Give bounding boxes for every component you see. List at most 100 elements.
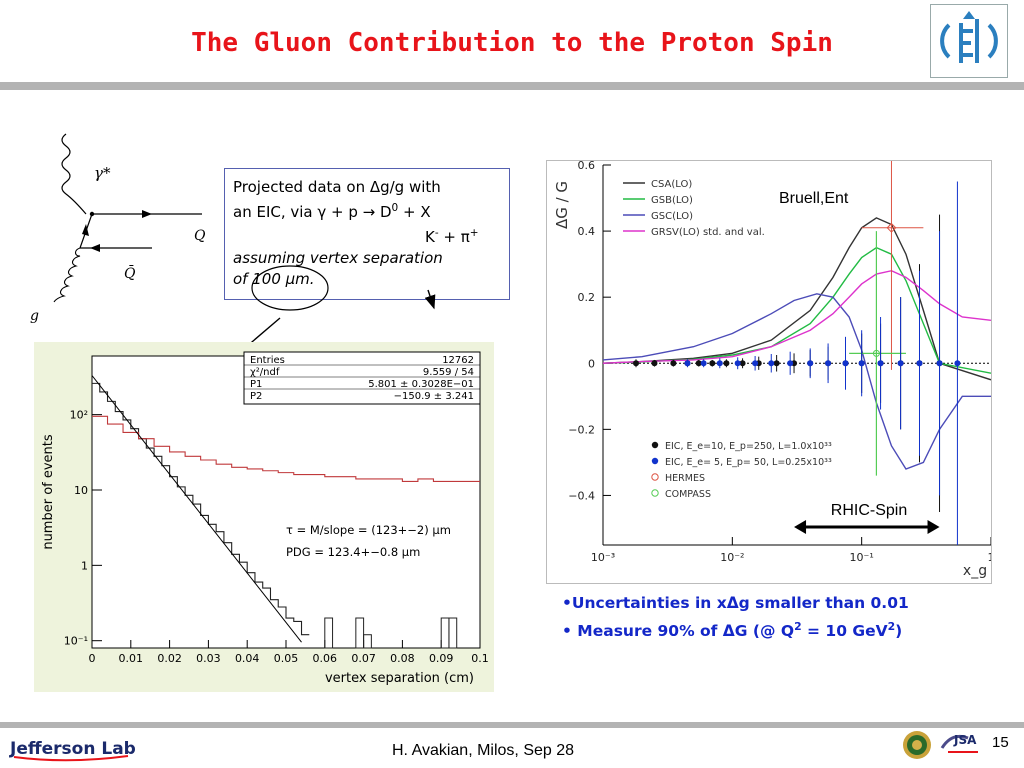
legend-label: GSC(LO) <box>651 211 693 222</box>
x-tick-label: 1 <box>988 551 993 564</box>
legend-label: GSB(LO) <box>651 195 693 206</box>
legend-label: GRSV(LO) std. and val. <box>651 227 765 238</box>
plot-frame <box>91 355 481 649</box>
x-tick-label: 10⁻¹ <box>850 551 874 564</box>
eic-5x50-point <box>877 360 884 367</box>
histogram-tail-bin <box>448 617 458 649</box>
eic-10x250-point <box>633 360 640 367</box>
eic-5x50-point <box>684 360 691 367</box>
y-tick-label: 0 <box>588 357 595 370</box>
stats-value: 12762 <box>442 355 474 366</box>
propagator-arrow <box>82 224 89 236</box>
eic-5x50-point <box>734 360 741 367</box>
curve-grsv-lo-std-and-val- <box>602 270 991 364</box>
svg-text:Jefferson Lab: Jefferson Lab <box>9 739 136 759</box>
histogram-tail-bin <box>324 617 334 649</box>
curve-gsc-lo- <box>602 293 991 470</box>
g-label: g <box>30 308 39 324</box>
deltag-over-g-plot: 0.6 0.4 0.2 0 −0.2 −0.4 10⁻³ 10⁻² 10⁻¹ 1 ΔG / G x_g… <box>546 160 992 584</box>
qbar-label: Q̄ <box>124 264 136 282</box>
rhic-arrow-right-head <box>927 520 940 534</box>
svg-text:JSA: JSA <box>953 733 977 747</box>
callout-line-2: an EIC, via γ + p → D0 + X <box>233 202 431 221</box>
x-tick-label: 0.03 <box>196 652 221 665</box>
x-tick-label: 10⁻³ <box>591 551 615 564</box>
y-axis-label: number of events <box>41 434 56 550</box>
x-tick-label: 0.07 <box>351 652 376 665</box>
title-rule <box>0 82 1024 90</box>
legend-label: EIC, E_e= 5, E_p= 50, L=0.25x10³³ <box>665 457 832 468</box>
footer-rule <box>0 722 1024 728</box>
eic-5x50-point <box>916 360 923 367</box>
rhic-arrow-left-head <box>794 520 807 534</box>
eic-5x50-point <box>787 360 794 367</box>
pdg-annotation: PDG = 123.4+−0.8 μm <box>286 545 420 559</box>
x-tick-label: 0.05 <box>274 652 299 665</box>
stats-label: P1 <box>250 379 262 390</box>
legend-marker <box>651 489 659 497</box>
eic-5x50-point <box>825 360 832 367</box>
x-tick-label: 0.08 <box>390 652 415 665</box>
eic-5x50-point <box>897 360 904 367</box>
histogram-series-2 <box>92 415 480 482</box>
histogram-tail-bin <box>363 634 372 649</box>
x-axis-label: vertex separation (cm) <box>325 671 474 686</box>
eic-5x50-point <box>858 360 865 367</box>
y-tick-label: −0.2 <box>568 423 595 436</box>
quark-arrow <box>142 210 152 218</box>
bullet-2: • Measure 90% of ΔG (@ Q2 = 10 GeV2) <box>562 620 903 641</box>
x-tick-label: 0.04 <box>235 652 260 665</box>
eic-logo-icon <box>930 4 1008 78</box>
page-number: 15 <box>992 734 1009 751</box>
jsa-logo-icon: JSA <box>940 733 978 753</box>
eic-10x250-point <box>723 360 730 367</box>
fit-line <box>91 375 302 643</box>
eic-10x250-point <box>670 360 677 367</box>
curve-csa-lo- <box>602 217 991 381</box>
curve-gsb-lo- <box>602 246 991 374</box>
stats-box <box>243 351 481 405</box>
eic-5x50-point <box>752 360 759 367</box>
eic-5x50-point <box>700 360 707 367</box>
eic-5x50-point <box>807 360 814 367</box>
y-tick-label: 0.6 <box>578 160 596 172</box>
x-axis-label: x_g <box>963 563 987 579</box>
tau-annotation: τ = M/slope = (123+−2) μm <box>286 523 451 537</box>
callout-line-3: K- + π+ <box>425 227 479 246</box>
eic-5x50-point <box>768 360 775 367</box>
stats-label: Entries <box>250 355 285 366</box>
bruell-ent-label: Bruell,Ent <box>779 190 849 207</box>
x-tick-label: 0.1 <box>471 652 489 665</box>
legend-marker <box>651 441 659 449</box>
legend-marker <box>651 473 659 481</box>
gluon-curly-line <box>53 247 81 303</box>
eic-5x50-point <box>936 360 943 367</box>
stats-label: χ²/ndf <box>250 367 280 378</box>
stats-value: 9.559 / 54 <box>423 367 474 378</box>
q-label: Q <box>194 228 206 244</box>
jefferson-lab-logo-icon: Jefferson Lab <box>9 739 136 762</box>
x-tick-label: 0 <box>89 652 96 665</box>
compass-point <box>872 349 880 357</box>
y-tick-label: −0.4 <box>568 489 595 502</box>
x-tick-label: 0.06 <box>313 652 338 665</box>
y-tick-label: 10 <box>74 484 88 497</box>
eic-10x250-point <box>709 360 716 367</box>
x-tick-label: 10⁻² <box>720 551 744 564</box>
eic-10x250-point <box>695 360 702 367</box>
stats-label: P2 <box>250 391 262 402</box>
y-tick-label: 0.4 <box>578 225 596 238</box>
x-tick-label: 0.02 <box>157 652 182 665</box>
hermes-point <box>886 222 897 233</box>
stats-value: −150.9 ± 3.241 <box>394 391 474 402</box>
histogram-series-1 <box>92 382 310 636</box>
eic-10x250-point <box>773 360 780 367</box>
antiquark-arrow <box>90 244 100 252</box>
callout-line-5: of 100 μm. <box>233 270 315 288</box>
eic-5x50-point <box>716 360 723 367</box>
eic-5x50-point <box>842 360 849 367</box>
callout-line-1: Projected data on Δg/g with <box>233 178 441 196</box>
eic-10x250-point <box>739 360 746 367</box>
bullet-1: •Uncertainties in xΔg smaller than 0.01 <box>562 594 909 612</box>
rhic-spin-label: RHIC-Spin <box>831 502 907 519</box>
